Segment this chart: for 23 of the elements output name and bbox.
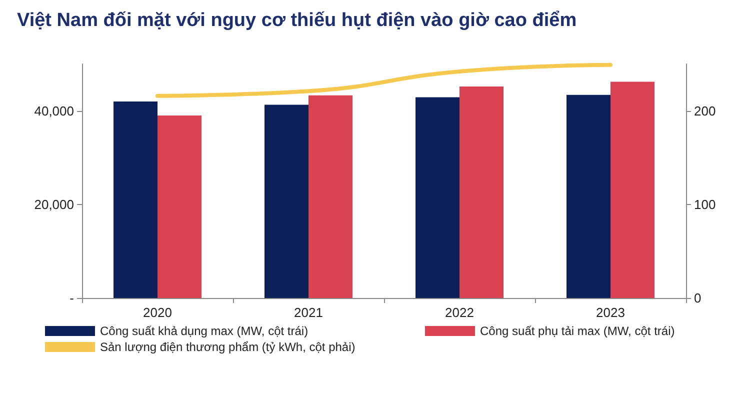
chart-title: Việt Nam đối mặt với nguy cơ thiếu hụt điện vào giờ cao điểm: [17, 10, 577, 31]
bar: [416, 97, 460, 298]
y2-tick-label: 0: [694, 290, 702, 306]
legend-label: Sản lượng điện thương phẩm (tỷ kWh, cột phải): [100, 340, 356, 354]
bar: [158, 115, 202, 298]
bar: [460, 86, 504, 298]
y-tick-label: -: [70, 290, 74, 306]
legend-label: Công suất khả dụng max (MW, cột trái): [100, 324, 308, 338]
bar: [308, 95, 352, 298]
bar: [566, 94, 610, 298]
y2-tick-label: 100: [694, 196, 716, 212]
x-tick-label: 2020: [143, 305, 172, 320]
x-tick-label: 2022: [445, 305, 474, 320]
line-series: [156, 62, 612, 98]
legend-label: Công suất phụ tải max (MW, cột trái): [480, 324, 675, 338]
x-tick-label: 2023: [596, 305, 625, 320]
bar: [610, 82, 654, 298]
bar: [264, 104, 308, 298]
x-tick-label: 2021: [294, 305, 323, 320]
bar: [114, 101, 158, 298]
y-tick-label: 40,000: [34, 103, 74, 118]
y-tick-label: 20,000: [34, 196, 74, 212]
y2-tick-label: 200: [694, 103, 716, 118]
